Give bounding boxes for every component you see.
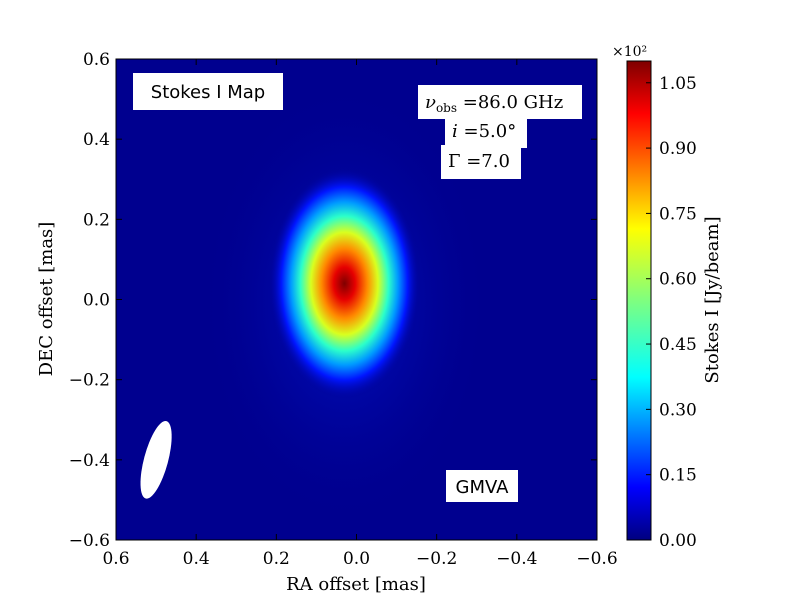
- colorbar-label: Stokes I [Jy/beam]: [702, 216, 723, 383]
- lorentz-box-bg: [441, 145, 521, 179]
- x-tick-label: 0.2: [263, 549, 290, 569]
- beam-ellipse: [140, 420, 172, 499]
- colorbar-tick-label: 0.75: [659, 204, 697, 224]
- colorbar-tick-label: 0.45: [659, 335, 697, 355]
- x-tick-label: 0.4: [183, 549, 210, 569]
- frequency-value: =86.0 GHz: [457, 92, 563, 113]
- instrument-box-bg: [446, 470, 518, 502]
- colorbar-ticks: 0.00 0.15 0.30 0.45 0.60 0.75 0.90 1.05: [646, 74, 697, 551]
- y-tick-label: 0.0: [83, 291, 110, 311]
- plot-area: 0.6 0.4 0.2 0.0 −0.2 −0.4 −0.6 −0.6 −0.4 −0.2 0.0…: [69, 50, 618, 569]
- y-tick-label: −0.4: [69, 451, 110, 471]
- inclination-box-bg: [445, 116, 527, 148]
- inclination-value: =5.0°: [458, 121, 516, 142]
- parameters-box: νobs =86.0 GHz i =5.0° Γ =7.0: [418, 85, 582, 179]
- nu-subscript: obs: [436, 101, 457, 115]
- y-tick-label: −0.6: [69, 531, 110, 551]
- colorbar-multiplier: ×10²: [612, 44, 647, 60]
- y-axis-ticks: −0.6 −0.4 −0.2 0.0 0.2 0.4 0.6: [69, 50, 597, 551]
- gamma-value: =7.0: [461, 151, 510, 172]
- colorbar: 0.00 0.15 0.30 0.45 0.60 0.75 0.90 1.05 ×10² St…: [612, 44, 723, 551]
- x-tick-label: −0.2: [416, 549, 457, 569]
- y-tick-label: 0.6: [83, 50, 110, 70]
- instrument-box: GMVA: [446, 470, 518, 502]
- source-emission: [268, 167, 421, 400]
- inclination-label: i =5.0°: [452, 121, 516, 142]
- nu-symbol: ν: [425, 92, 436, 113]
- frequency-box-bg: [418, 85, 582, 119]
- x-axis-ticks: 0.6 0.4 0.2 0.0 −0.2 −0.4 −0.6: [102, 59, 618, 569]
- colorbar-tick-label: 0.15: [659, 466, 697, 486]
- colorbar-tick-label: 0.30: [659, 400, 697, 420]
- title-box: Stokes I Map: [133, 73, 283, 110]
- title-box-bg: [133, 73, 283, 110]
- colorbar-tick-label: 0.00: [659, 531, 697, 551]
- y-axis-label: DEC offset [mas]: [36, 222, 57, 377]
- y-tick-label: 0.2: [83, 210, 110, 230]
- x-axis-label: RA offset [mas]: [286, 574, 426, 595]
- instrument-label: GMVA: [456, 477, 510, 498]
- x-tick-label: −0.4: [496, 549, 537, 569]
- y-tick-label: −0.2: [69, 371, 110, 391]
- lorentz-label: Γ =7.0: [448, 151, 510, 172]
- inclination-symbol: i: [452, 121, 458, 142]
- map-title: Stokes I Map: [151, 82, 265, 103]
- x-tick-label: 0.0: [343, 549, 370, 569]
- colorbar-tick-label: 0.90: [659, 139, 697, 159]
- colorbar-tick-label: 1.05: [659, 74, 697, 94]
- frequency-label: νobs =86.0 GHz: [425, 92, 563, 115]
- gamma-symbol: Γ: [448, 151, 461, 172]
- colorbar-scale: [626, 60, 652, 541]
- x-tick-label: 0.6: [102, 549, 129, 569]
- x-tick-label: −0.6: [576, 549, 617, 569]
- colorbar-tick-label: 0.60: [659, 270, 697, 290]
- y-tick-label: 0.4: [83, 130, 110, 150]
